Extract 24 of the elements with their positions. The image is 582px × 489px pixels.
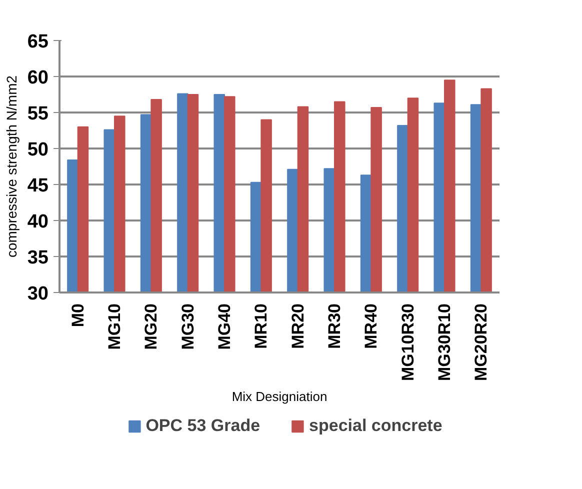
x-tick-label: MG10R30 xyxy=(398,303,418,381)
y-tick-label: 40 xyxy=(27,212,49,232)
x-axis-title: Mix Designiation xyxy=(232,388,328,404)
x-tick-label: M0 xyxy=(68,303,88,328)
y-tick-label: 30 xyxy=(27,284,49,304)
y-tick-label: 65 xyxy=(27,32,49,52)
y-tick-label: 60 xyxy=(27,68,49,88)
y-tick-label: 35 xyxy=(27,248,49,268)
y-tick-label: 55 xyxy=(27,104,49,124)
x-tick-label: MR10 xyxy=(252,303,271,349)
x-tick-label: MG20R20 xyxy=(472,303,491,381)
legend-label: OPC 53 Grade xyxy=(146,416,260,436)
x-tick-label: MG40 xyxy=(215,303,234,350)
y-axis-title: compressive strength N/mm2 xyxy=(3,75,20,258)
x-tick-label: MG10 xyxy=(105,303,124,350)
legend-label: special concrete xyxy=(309,416,442,436)
x-tick-label: MR20 xyxy=(288,303,308,349)
x-tick-label: MG30 xyxy=(178,303,198,350)
x-tick-label: MR30 xyxy=(325,303,344,349)
y-tick-label: 50 xyxy=(27,140,49,160)
x-tick-label: MG30R10 xyxy=(435,303,454,381)
y-tick-label: 45 xyxy=(27,176,49,196)
x-tick-label: MG20 xyxy=(142,303,161,350)
x-tick-label: MR40 xyxy=(362,303,381,349)
